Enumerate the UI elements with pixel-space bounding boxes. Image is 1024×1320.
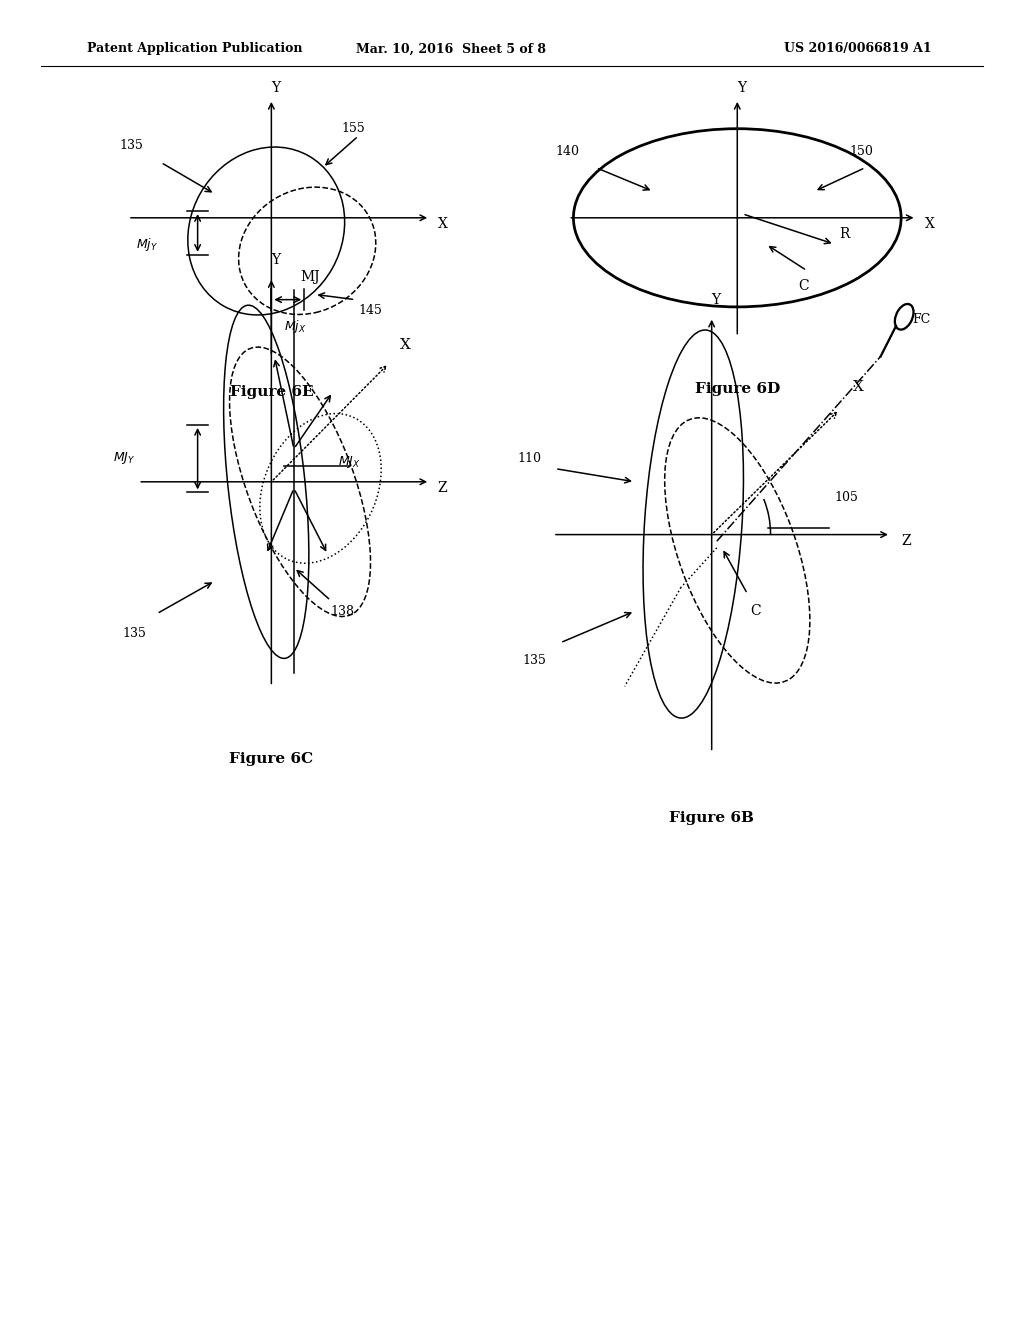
Text: C: C xyxy=(751,605,761,618)
Text: 155: 155 xyxy=(341,121,365,135)
Text: 135: 135 xyxy=(123,627,146,640)
Text: X: X xyxy=(853,380,864,393)
Text: C: C xyxy=(799,280,809,293)
Text: MJ: MJ xyxy=(300,271,319,284)
Text: 138: 138 xyxy=(331,605,354,618)
Text: 140: 140 xyxy=(555,145,579,158)
Text: 110: 110 xyxy=(517,451,541,465)
Text: Figure 6E: Figure 6E xyxy=(229,385,313,399)
Text: US 2016/0066819 A1: US 2016/0066819 A1 xyxy=(784,42,932,55)
Text: Figure 6D: Figure 6D xyxy=(694,383,780,396)
Text: 135: 135 xyxy=(120,139,143,152)
Text: Y: Y xyxy=(712,293,720,306)
Text: Y: Y xyxy=(737,82,745,95)
Text: X: X xyxy=(925,218,935,231)
Text: $Mj_X$: $Mj_X$ xyxy=(284,318,306,334)
Text: Y: Y xyxy=(271,82,280,95)
Text: Figure 6C: Figure 6C xyxy=(229,752,313,766)
Text: R: R xyxy=(840,227,850,240)
Text: Z: Z xyxy=(901,535,910,548)
Text: 150: 150 xyxy=(850,145,873,158)
Text: $MJ_X$: $MJ_X$ xyxy=(338,454,360,470)
Text: 135: 135 xyxy=(522,653,546,667)
Text: X: X xyxy=(400,338,412,351)
Text: Patent Application Publication: Patent Application Publication xyxy=(87,42,302,55)
Text: Y: Y xyxy=(271,253,280,267)
Text: X: X xyxy=(438,218,449,231)
Text: FC: FC xyxy=(912,313,931,326)
Text: 145: 145 xyxy=(358,304,382,317)
Text: $MJ_Y$: $MJ_Y$ xyxy=(113,450,135,466)
Text: Figure 6B: Figure 6B xyxy=(669,812,755,825)
Text: $Mj_Y$: $Mj_Y$ xyxy=(136,236,159,252)
Text: 105: 105 xyxy=(835,491,858,504)
Text: Mar. 10, 2016  Sheet 5 of 8: Mar. 10, 2016 Sheet 5 of 8 xyxy=(355,42,546,55)
Text: Z: Z xyxy=(437,482,446,495)
